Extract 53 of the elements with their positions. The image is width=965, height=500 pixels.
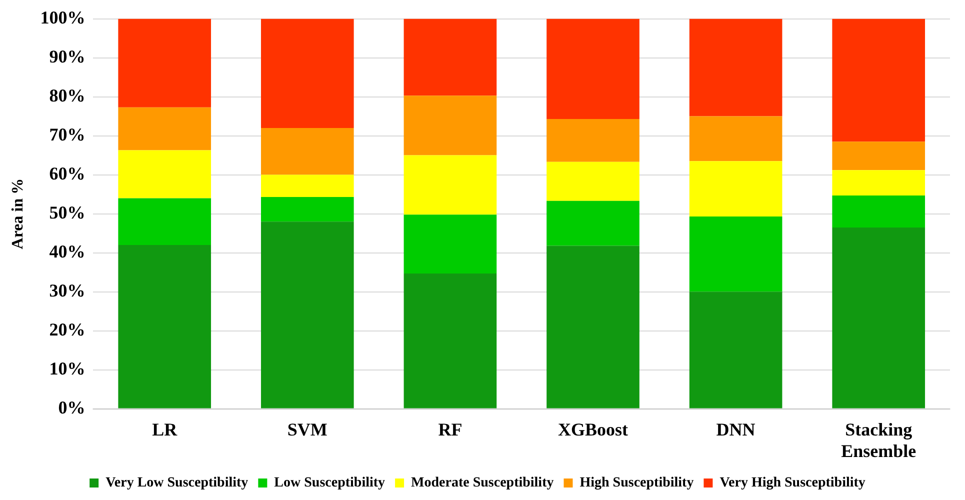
bar: [404, 155, 497, 215]
legend-label: High Susceptibility: [580, 476, 694, 491]
y-tick-label: 80%: [49, 85, 86, 106]
bar: [832, 170, 926, 196]
y-tick-label: 50%: [49, 202, 86, 222]
y-tick-label: 20%: [49, 319, 86, 340]
bar: [260, 18, 354, 128]
x-tick-label: SVM: [287, 419, 328, 440]
bar: [546, 246, 640, 408]
y-tick-label: 60%: [49, 163, 86, 184]
bar: [404, 18, 497, 96]
bar: [260, 128, 354, 175]
bar: [546, 200, 640, 246]
bar: [260, 174, 354, 198]
bar: [546, 18, 640, 120]
x-tick-label: XGBoost: [558, 419, 628, 440]
y-tick-label: 10%: [49, 358, 86, 378]
y-tick-label: 90%: [49, 46, 86, 66]
bar: [832, 142, 926, 170]
bar: [404, 96, 497, 156]
bar: [118, 198, 212, 245]
bar: [689, 216, 782, 292]
legend-label: Very High Susceptibility: [720, 476, 866, 491]
bar: [689, 116, 782, 162]
bar: [546, 162, 640, 201]
y-tick-label: 100%: [40, 7, 86, 28]
bar: [118, 245, 212, 408]
bar: [404, 214, 497, 274]
x-tick-label: Stacking Ensemble: [841, 419, 916, 461]
y-tick-label: 70%: [49, 124, 86, 144]
legend-label: Low Susceptibility: [274, 476, 386, 491]
legend-label: Very Low Susceptibility: [106, 476, 248, 491]
bar: [118, 107, 212, 150]
x-tick-label: DNN: [716, 419, 756, 440]
x-tick-label: LR: [152, 419, 178, 440]
bar: [260, 222, 354, 408]
y-tick-label: 40%: [49, 241, 86, 262]
bar: [832, 227, 926, 408]
bar: [118, 18, 212, 108]
y-tick-label: 0%: [58, 397, 86, 418]
y-axis-title: Area in %: [10, 178, 27, 250]
bar: [832, 195, 926, 228]
bar: [689, 292, 782, 408]
bar: [832, 18, 926, 142]
y-tick-label: 30%: [49, 280, 86, 300]
bar: [118, 150, 212, 198]
bar: [260, 197, 354, 222]
bar: [689, 18, 782, 116]
x-tick-label: RF: [438, 419, 462, 440]
bar: [404, 273, 497, 408]
bar: [546, 119, 640, 162]
legend-label: Moderate Susceptibility: [411, 476, 554, 491]
bar: [689, 161, 782, 217]
